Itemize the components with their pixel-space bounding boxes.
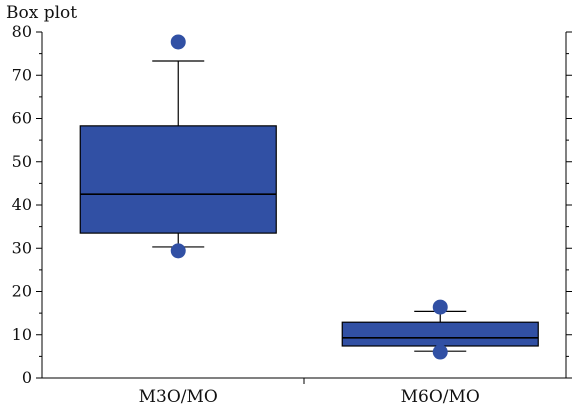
box-body — [79, 125, 277, 234]
chart-title: Box plot — [6, 3, 77, 23]
x-category-label: M3O/MO — [139, 387, 218, 407]
axes: 0 10 20 30 40 50 60 70 80 M3O/MO M6O/MO — [12, 22, 572, 407]
y-tick-label: 50 — [12, 152, 32, 171]
y-tick-label: 20 — [12, 282, 32, 301]
box-1 — [79, 34, 277, 259]
y-tick-label: 10 — [12, 325, 32, 344]
box-series — [79, 34, 539, 360]
box-body — [341, 321, 539, 347]
y-tick-label: 70 — [12, 65, 32, 84]
x-category-label: M6O/MO — [401, 387, 480, 407]
box-2 — [341, 299, 539, 360]
outlier-point — [432, 344, 448, 360]
y-tick-label: 60 — [12, 109, 32, 128]
y-tick-label: 0 — [22, 368, 32, 387]
y-tick-label: 80 — [12, 22, 32, 41]
y-tick-label: 30 — [12, 238, 32, 257]
outlier-point — [170, 34, 186, 50]
y-tick-label: 40 — [12, 195, 32, 214]
outlier-point — [170, 243, 186, 259]
outlier-point — [432, 299, 448, 315]
